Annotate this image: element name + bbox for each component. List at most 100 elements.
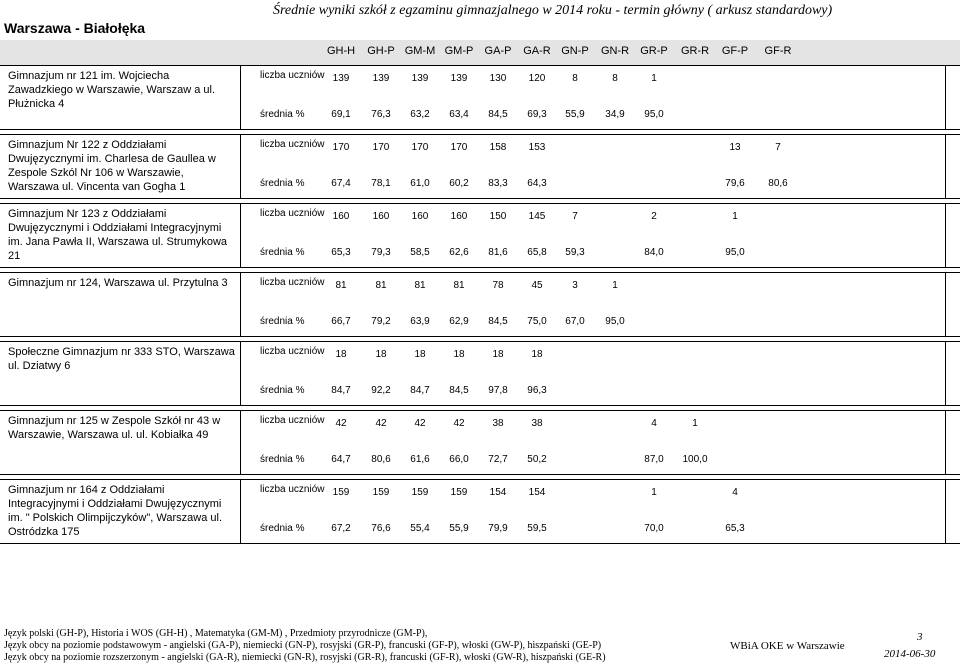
column-divider (240, 65, 241, 130)
student-count-cell: 18 (375, 349, 387, 360)
column-divider (945, 272, 946, 337)
school-row: Gimnazjum nr 121 im. Wojciecha Zawadzkie… (0, 65, 960, 130)
mean-score-cell: 84,5 (449, 385, 469, 396)
row-divider (0, 543, 960, 544)
mean-label: średnia % (260, 247, 305, 258)
student-count-cell: 8 (612, 73, 618, 84)
mean-score-cell: 75,0 (527, 316, 547, 327)
student-count-cell: 13 (729, 142, 741, 153)
student-count-cell: 1 (732, 211, 738, 222)
mean-score-cell: 66,0 (449, 454, 469, 465)
mean-score-cell: 63,4 (449, 109, 469, 120)
student-count-cell: 4 (651, 418, 657, 429)
mean-score-cell: 34,9 (605, 109, 625, 120)
mean-score-cell: 64,7 (331, 454, 351, 465)
row-divider (0, 198, 960, 199)
mean-score-cell: 55,9 (565, 109, 585, 120)
legend-line: Język obcy na poziomie rozszerzonym - an… (4, 652, 606, 663)
mean-score-cell: 79,3 (371, 247, 391, 258)
mean-score-cell: 67,0 (565, 316, 585, 327)
report-location: Warszawa - Białołęka (4, 20, 146, 36)
mean-score-cell: 84,0 (644, 247, 664, 258)
student-count-cell: 170 (372, 142, 390, 153)
column-divider (240, 272, 241, 337)
school-name: Gimnazjum Nr 123 z Oddziałami Dwujęzyczn… (8, 208, 228, 262)
student-count-cell: 42 (453, 418, 465, 429)
student-count-cell: 18 (531, 349, 543, 360)
mean-score-cell: 83,3 (488, 178, 508, 189)
column-divider (240, 479, 241, 544)
mean-score-cell: 66,7 (331, 316, 351, 327)
mean-label: średnia % (260, 523, 305, 534)
student-count-cell: 78 (492, 280, 504, 291)
mean-score-cell: 64,3 (527, 178, 547, 189)
mean-score-cell: 78,1 (371, 178, 391, 189)
mean-score-cell: 58,5 (410, 247, 430, 258)
student-count-cell: 81 (375, 280, 387, 291)
student-count-cell: 7 (572, 211, 578, 222)
mean-score-cell: 67,4 (331, 178, 351, 189)
count-label: liczba uczniów (260, 277, 325, 288)
student-count-cell: 1 (651, 487, 657, 498)
mean-score-cell: 100,0 (682, 454, 708, 465)
mean-score-cell: 50,2 (527, 454, 547, 465)
student-count-cell: 18 (414, 349, 426, 360)
column-divider (240, 410, 241, 475)
student-count-cell: 159 (411, 487, 429, 498)
mean-score-cell: 61,6 (410, 454, 430, 465)
row-divider (0, 405, 960, 406)
count-label: liczba uczniów (260, 208, 325, 219)
count-label: liczba uczniów (260, 139, 325, 150)
mean-score-cell: 84,5 (488, 109, 508, 120)
row-divider (0, 479, 960, 480)
mean-label: średnia % (260, 454, 305, 465)
student-count-cell: 3 (572, 280, 578, 291)
column-header-gf-p: GF-P (721, 45, 749, 57)
student-count-cell: 45 (531, 280, 543, 291)
row-divider (0, 65, 960, 66)
mean-score-cell: 55,9 (449, 523, 469, 534)
column-header-ga-p: GA-P (484, 45, 512, 57)
school-name: Gimnazjum nr 124, Warszawa ul. Przytulna… (8, 277, 228, 289)
student-count-cell: 139 (411, 73, 429, 84)
mean-score-cell: 79,2 (371, 316, 391, 327)
row-divider (0, 336, 960, 337)
column-divider (240, 203, 241, 268)
student-count-cell: 120 (528, 73, 546, 84)
student-count-cell: 153 (528, 142, 546, 153)
mean-label: średnia % (260, 109, 305, 120)
school-name: Gimnazjum nr 164 z Oddziałami Integracyj… (8, 484, 222, 538)
student-count-cell: 154 (489, 487, 507, 498)
row-divider (0, 272, 960, 273)
school-row: Społeczne Gimnazjum nr 333 STO, Warszawa… (0, 341, 960, 406)
student-count-cell: 8 (572, 73, 578, 84)
mean-score-cell: 59,5 (527, 523, 547, 534)
column-header-gf-r: GF-R (764, 45, 792, 57)
mean-score-cell: 55,4 (410, 523, 430, 534)
mean-score-cell: 97,8 (488, 385, 508, 396)
student-count-cell: 42 (414, 418, 426, 429)
mean-score-cell: 61,0 (410, 178, 430, 189)
mean-score-cell: 84,7 (331, 385, 351, 396)
column-divider (945, 479, 946, 544)
column-header-gm-p: GM-P (444, 45, 474, 57)
column-header-ga-r: GA-R (523, 45, 551, 57)
column-divider (945, 341, 946, 406)
column-header-gh-h: GH-H (326, 45, 356, 57)
mean-score-cell: 62,6 (449, 247, 469, 258)
mean-score-cell: 70,0 (644, 523, 664, 534)
count-label: liczba uczniów (260, 346, 325, 357)
mean-score-cell: 63,2 (410, 109, 430, 120)
student-count-cell: 159 (450, 487, 468, 498)
school-row: Gimnazjum Nr 123 z Oddziałami Dwujęzyczn… (0, 203, 960, 268)
mean-score-cell: 79,6 (725, 178, 745, 189)
mean-score-cell: 96,3 (527, 385, 547, 396)
school-name: Społeczne Gimnazjum nr 333 STO, Warszawa… (8, 346, 235, 372)
student-count-cell: 139 (332, 73, 350, 84)
mean-score-cell: 67,2 (331, 523, 351, 534)
mean-score-cell: 60,2 (449, 178, 469, 189)
student-count-cell: 139 (450, 73, 468, 84)
row-divider (0, 474, 960, 475)
student-count-cell: 160 (450, 211, 468, 222)
column-header-gr-r: GR-R (680, 45, 710, 57)
